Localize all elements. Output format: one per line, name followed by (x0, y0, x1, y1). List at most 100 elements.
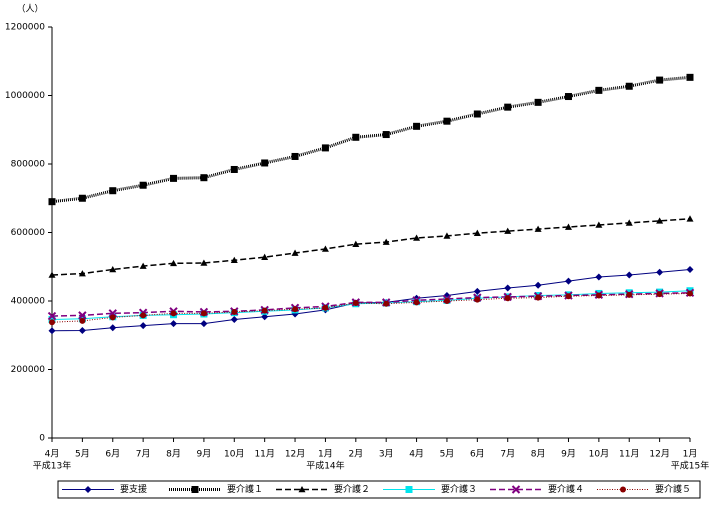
point (49, 319, 55, 326)
point (321, 144, 329, 152)
legend-marker (298, 486, 306, 493)
point (139, 181, 147, 189)
point (443, 232, 451, 239)
point (687, 290, 693, 297)
x-tick-label: 11月 (254, 449, 274, 460)
point (230, 256, 238, 264)
x-tick-label: 1月 (318, 449, 333, 460)
point (473, 110, 481, 118)
x-tick-label: 10月 (589, 449, 609, 460)
x-tick-label: 8月 (531, 449, 546, 460)
point (473, 229, 481, 236)
point (534, 281, 542, 289)
legend-marker (191, 486, 199, 493)
point (48, 327, 56, 335)
series-line (51, 292, 691, 323)
x-tick-label: 2月 (348, 449, 363, 460)
point (78, 194, 86, 202)
point (170, 310, 177, 317)
point (656, 291, 663, 298)
point (595, 273, 603, 281)
x-tick-label: 9月 (197, 449, 212, 460)
point (564, 93, 572, 101)
point (261, 313, 269, 321)
point (170, 320, 178, 328)
point (352, 300, 359, 307)
y-tick-label: 0 (39, 434, 45, 444)
point (504, 284, 512, 292)
point (534, 98, 542, 106)
point (261, 253, 269, 260)
x-tick-label: 3月 (379, 449, 394, 460)
x-tick-label: 8月 (166, 449, 181, 460)
point (504, 295, 511, 302)
y-tick-label: 1200000 (5, 23, 45, 33)
point (109, 324, 117, 332)
legend-label: 要支援 (120, 483, 147, 495)
point (443, 117, 451, 125)
y-tick-label: 1000000 (5, 91, 45, 101)
legend-label: 要介護５ (655, 483, 691, 495)
point (382, 131, 390, 139)
point (109, 314, 116, 321)
point (170, 174, 178, 182)
x-tick-label: 10月 (224, 449, 244, 460)
legend-marker (405, 486, 413, 493)
point (595, 221, 603, 228)
series-line (51, 268, 691, 332)
point (686, 73, 694, 81)
y-tick-label: 600000 (11, 228, 46, 238)
point (535, 294, 542, 301)
y-unit-label: （人） (16, 4, 43, 15)
point (504, 227, 512, 234)
point (474, 296, 481, 303)
point (656, 217, 664, 224)
y-tick-label: 200000 (11, 365, 46, 375)
point (79, 317, 86, 324)
point (231, 308, 238, 315)
point (595, 86, 603, 94)
point (352, 133, 360, 141)
x-sublabel: 平成14年 (306, 460, 344, 472)
point (565, 293, 572, 300)
point (230, 315, 238, 323)
series-line (51, 218, 691, 276)
point (656, 76, 664, 84)
x-tick-label: 7月 (500, 449, 515, 460)
point (413, 234, 421, 241)
x-tick-label: 6月 (105, 449, 120, 460)
legend-marker (84, 486, 92, 493)
point (625, 219, 633, 226)
point (473, 287, 481, 295)
point (78, 311, 87, 320)
x-tick-label: 5月 (440, 449, 455, 460)
x-sublabel: 平成15年 (671, 460, 709, 472)
x-tick-label: 1月 (683, 449, 698, 460)
x-tick-label: 11月 (619, 449, 639, 460)
point (413, 299, 420, 306)
point (291, 249, 299, 256)
legend-marker (511, 485, 521, 494)
point (656, 268, 664, 276)
point (686, 215, 694, 222)
series-line (51, 290, 691, 320)
point (626, 291, 633, 298)
point (139, 262, 147, 269)
point (200, 320, 208, 328)
point (47, 311, 57, 321)
point (109, 187, 117, 195)
x-tick-label: 5月 (75, 449, 90, 460)
point (48, 198, 56, 206)
point (322, 304, 329, 311)
y-tick-label: 400000 (11, 297, 46, 307)
point (443, 298, 450, 304)
x-tick-label: 6月 (470, 449, 485, 460)
point (48, 271, 56, 278)
legend-label: 要介護２ (334, 483, 370, 495)
point (109, 265, 117, 273)
point (383, 300, 390, 307)
point (230, 165, 238, 173)
point (595, 292, 602, 299)
point (261, 307, 268, 314)
